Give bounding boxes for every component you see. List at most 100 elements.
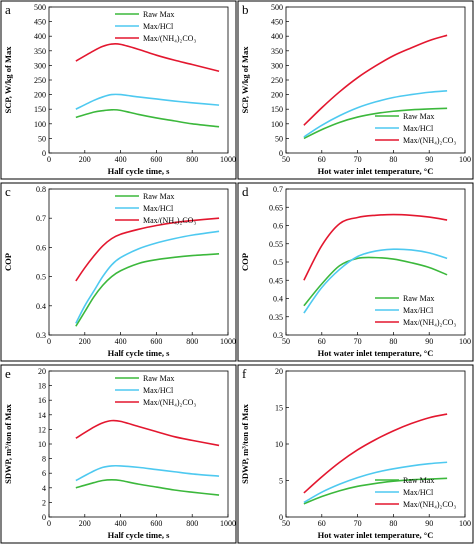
y-tick-label: 15 (275, 404, 283, 413)
series-line-2 (75, 217, 220, 282)
y-tick-label: 0 (279, 513, 283, 522)
x-axis-label: Half cycle time, s (108, 530, 171, 540)
series-line-1 (75, 93, 220, 110)
x-tick-label: 400 (115, 337, 127, 346)
x-tick-label: 400 (115, 155, 127, 164)
legend-label: Max/HCl (403, 488, 434, 497)
y-tick-label: 400 (34, 32, 46, 41)
chart-panel-d: 50 60 70 80 90 100 0.3 0.35 0.4 0.45 0.5 0.55 0.6 0.6… (237, 182, 474, 362)
legend-label: Max/HCl (403, 124, 434, 133)
y-axis-label: SDWP, m³/ton of Max (240, 403, 250, 483)
x-tick-label: 70 (354, 155, 362, 164)
y-tick-label: 250 (271, 76, 283, 85)
legend-label: Raw Max (403, 112, 434, 121)
legend-label: Max/(NH₄)₂CO₃ (403, 318, 456, 327)
y-tick-label: 8 (42, 455, 46, 464)
y-tick-label: 500 (34, 3, 46, 12)
x-tick-label: 50 (282, 337, 290, 346)
panel-frame (237, 0, 474, 180)
panel-letter: b (242, 2, 249, 17)
y-tick-label: 0.55 (269, 240, 283, 249)
y-tick-label: 0 (42, 149, 46, 158)
y-tick-label: 0 (42, 513, 46, 522)
y-tick-label: 100 (271, 120, 283, 129)
y-tick-label: 18 (38, 382, 46, 391)
series-line-2 (303, 413, 448, 494)
y-tick-label: 6 (42, 469, 46, 478)
chart-panel-c: 0 200 400 600 800 1000 0.3 0.4 0.5 0.6 0.7 0.8 Half … (0, 182, 237, 362)
y-tick-label: 0.7 (36, 214, 46, 223)
x-tick-label: 50 (282, 519, 290, 528)
y-tick-label: 0.3 (36, 331, 46, 340)
y-tick-label: 0.45 (269, 276, 283, 285)
panel-frame (237, 182, 474, 362)
x-tick-label: 800 (186, 519, 198, 528)
y-tick-label: 0 (279, 149, 283, 158)
x-tick-label: 60 (318, 155, 326, 164)
series-line-2 (303, 34, 448, 126)
y-tick-label: 200 (271, 91, 283, 100)
y-tick-label: 5 (279, 477, 283, 486)
x-tick-label: 100 (459, 337, 471, 346)
legend-label: Max/(NH₄)₂CO₃ (403, 136, 456, 145)
series-line-0 (75, 253, 220, 327)
y-tick-label: 300 (34, 61, 46, 70)
x-tick-label: 60 (318, 337, 326, 346)
x-axis-label: Hot water inlet temperature, °C (318, 530, 434, 540)
y-axis-label: SCP, W/kg of Max (240, 46, 250, 114)
y-tick-label: 50 (275, 134, 283, 143)
x-tick-label: 0 (47, 519, 51, 528)
series-line-1 (303, 90, 448, 138)
y-tick-label: 150 (271, 105, 283, 114)
y-tick-label: 100 (34, 120, 46, 129)
x-tick-label: 200 (79, 519, 91, 528)
legend-label: Max/(NH₄)₂CO₃ (143, 398, 196, 407)
chart-panel-f: 50 60 70 80 90 100 0 5 10 15 20 Hot water inlet tem… (237, 364, 474, 544)
series-line-0 (303, 107, 448, 140)
x-tick-label: 100 (459, 155, 471, 164)
x-tick-label: 200 (79, 155, 91, 164)
y-axis-label: COP (3, 253, 13, 271)
legend-label: Raw Max (403, 476, 434, 485)
x-tick-label: 1000 (220, 519, 236, 528)
y-tick-label: 16 (38, 396, 46, 405)
x-tick-label: 1000 (220, 155, 236, 164)
y-tick-label: 350 (34, 47, 46, 56)
y-tick-label: 0.5 (36, 273, 46, 282)
x-axis-label: Half cycle time, s (108, 348, 171, 358)
y-tick-label: 20 (275, 367, 283, 376)
series-line-0 (75, 108, 220, 128)
legend-label: Max/HCl (143, 204, 174, 213)
y-tick-label: 0.5 (273, 258, 283, 267)
y-axis-label: SCP, W/kg of Max (3, 46, 13, 114)
y-tick-label: 0.4 (36, 302, 46, 311)
x-tick-label: 90 (425, 337, 433, 346)
x-tick-label: 100 (459, 519, 471, 528)
chart-panel-a: 0 200 400 600 800 1000 0 50 100 150 200 250 300 350 40… (0, 0, 237, 180)
chart-panel-b: 50 60 70 80 90 100050100150200250300350400450… (237, 0, 474, 180)
x-axis-label: Hot water inlet temperature, °C (318, 166, 434, 176)
x-tick-label: 70 (354, 337, 362, 346)
y-tick-label: 0.6 (36, 243, 46, 252)
y-tick-label: 150 (34, 105, 46, 114)
series-line-1 (303, 248, 448, 314)
x-tick-label: 80 (389, 155, 397, 164)
y-tick-label: 500 (271, 3, 283, 12)
legend-label: Raw Max (403, 294, 434, 303)
y-tick-label: 300 (271, 61, 283, 70)
series-line-0 (75, 478, 220, 496)
x-axis-label: Hot water inlet temperature, °C (318, 348, 434, 358)
x-tick-label: 400 (115, 519, 127, 528)
y-tick-label: 0.7 (273, 185, 283, 194)
panel-letter: a (5, 2, 11, 17)
y-tick-label: 20 (38, 367, 46, 376)
y-tick-label: 10 (275, 440, 283, 449)
y-tick-label: 0.4 (273, 295, 283, 304)
y-tick-label: 0.8 (36, 185, 46, 194)
series-line-1 (75, 464, 220, 482)
y-tick-label: 0.3 (273, 331, 283, 340)
y-tick-label: 450 (34, 18, 46, 27)
legend-label: Max/HCl (143, 22, 174, 31)
y-tick-label: 0.65 (269, 203, 283, 212)
